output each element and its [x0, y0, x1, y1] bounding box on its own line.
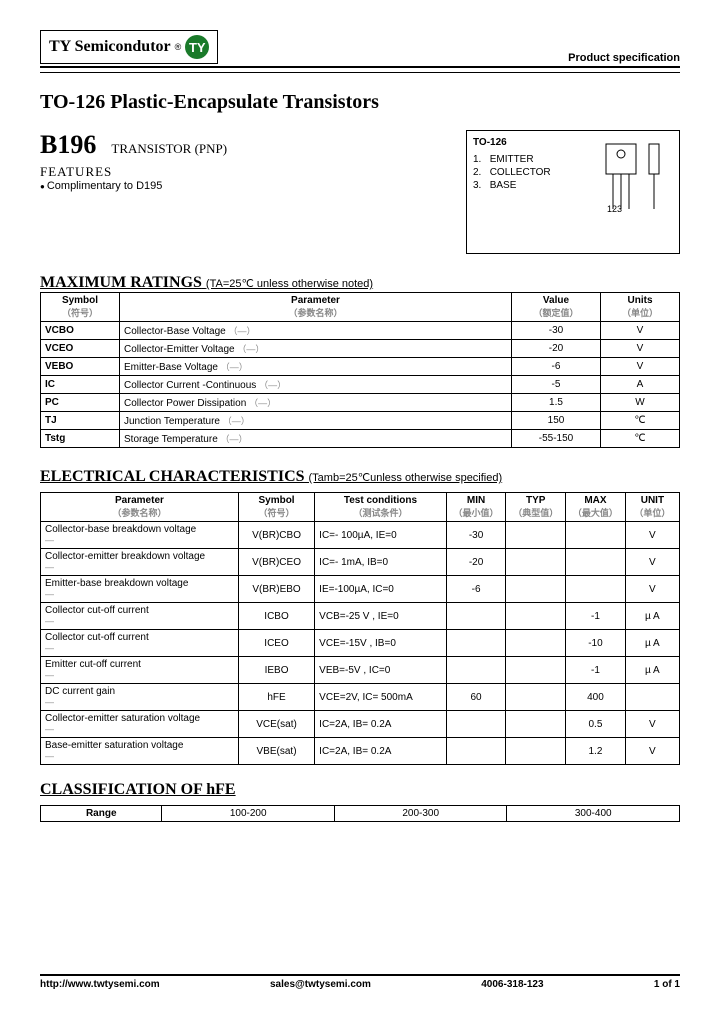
max-ratings-table: Symbol（符号） Parameter（参数名称） Value（额定值） Un…: [40, 292, 680, 448]
table-row: TstgStorage Temperature （—）-55-150℃: [41, 430, 680, 448]
table-row: VEBOEmitter-Base Voltage （—）-6V: [41, 358, 680, 376]
transistor-type: TRANSISTOR (PNP): [111, 141, 227, 156]
table-row: TJJunction Temperature （—）150℃: [41, 412, 680, 430]
footer-email: sales@twtysemi.com: [270, 979, 371, 990]
footer-phone: 4006-318-123: [481, 979, 543, 990]
header-rule: [40, 72, 680, 73]
brand-logo-icon: TY: [185, 35, 209, 59]
table-row: Range 100-200 200-300 300-400: [41, 806, 680, 822]
table-row: ICCollector Current -Continuous （—）-5A: [41, 376, 680, 394]
feature-item: Complimentary to D195: [40, 180, 452, 192]
table-head: Parameter（参数名称） Symbol（符号） Test conditio…: [41, 493, 680, 522]
table-row: Collector cut-off current—ICBOVCB=-25 V …: [41, 603, 680, 630]
package-drawing-icon: 123: [601, 139, 671, 214]
table-row: Base-emitter saturation voltage—VBE(sat)…: [41, 738, 680, 765]
part-number: B196: [40, 130, 96, 160]
table-row: Collector-emitter saturation voltage—VCE…: [41, 711, 680, 738]
header: TY Semicondutor ® TY Product specificati…: [40, 30, 680, 68]
table-row: DC current gain—hFEVCE=2V, IC= 500mA6040…: [41, 684, 680, 711]
doc-title: TO-126 Plastic-Encapsulate Transistors: [40, 91, 680, 114]
table-row: VCEOCollector-Emitter Voltage （—）-20V: [41, 340, 680, 358]
package-box: TO-126 1. EMITTER 2. COLLECTOR 3. BASE 1…: [466, 130, 680, 254]
table-row: Collector cut-off current—ICEOVCE=-15V ,…: [41, 630, 680, 657]
brand-name: TY Semicondutor: [49, 38, 171, 56]
table-row: Emitter-base breakdown voltage—V(BR)EBOI…: [41, 576, 680, 603]
footer: http://www.twtysemi.com sales@twtysemi.c…: [40, 974, 680, 990]
table-head: Symbol（符号） Parameter（参数名称） Value（额定值） Un…: [41, 293, 680, 322]
table-row: Emitter cut-off current—IEBOVEB=-5V , IC…: [41, 657, 680, 684]
part-info: B196 TRANSISTOR (PNP) FEATURES Complimen…: [40, 130, 452, 192]
page: TY Semicondutor ® TY Product specificati…: [0, 0, 720, 1012]
electrical-table: Parameter（参数名称） Symbol（符号） Test conditio…: [40, 492, 680, 765]
electrical-heading: ELECTRICAL CHARACTERISTICS (Tamb=25℃unle…: [40, 468, 680, 486]
max-ratings-heading: MAXIMUM RATINGS (TA=25℃ unless otherwise…: [40, 274, 680, 292]
footer-url: http://www.twtysemi.com: [40, 979, 160, 990]
footer-page: 1 of 1: [654, 979, 680, 990]
features-heading: FEATURES: [40, 164, 452, 180]
table-row: Collector-emitter breakdown voltage—V(BR…: [41, 549, 680, 576]
table-row: VCBOCollector-Base Voltage （—）-30V: [41, 322, 680, 340]
range-label: Range: [41, 806, 162, 822]
reg-mark: ®: [175, 42, 182, 52]
hfe-heading: CLASSIFICATION OF hFE: [40, 781, 680, 799]
brand-box: TY Semicondutor ® TY: [40, 30, 218, 64]
part-row: B196 TRANSISTOR (PNP) FEATURES Complimen…: [40, 130, 680, 254]
hfe-table: Range 100-200 200-300 300-400: [40, 805, 680, 822]
table-row: PCCollector Power Dissipation （—）1.5W: [41, 394, 680, 412]
table-row: Collector-base breakdown voltage—V(BR)CB…: [41, 522, 680, 549]
spec-label: Product specification: [568, 52, 680, 64]
